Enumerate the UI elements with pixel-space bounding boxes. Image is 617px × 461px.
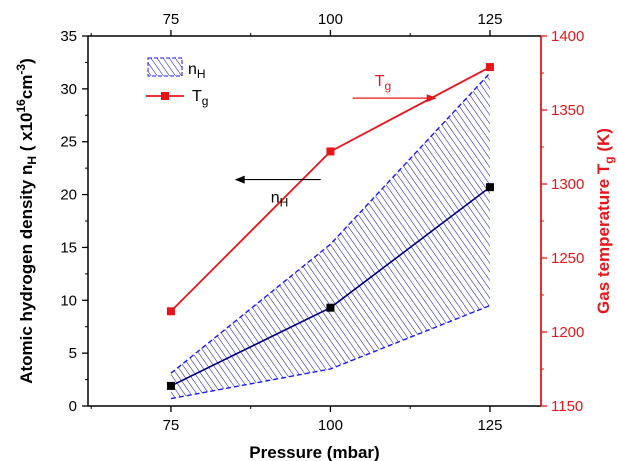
tg-point <box>166 307 175 316</box>
x-axis-title: Pressure (mbar) <box>249 443 379 461</box>
legend-nh-label: nH <box>188 61 206 81</box>
y-left-tick-label: 25 <box>60 134 77 151</box>
legend-tg-marker <box>161 92 169 100</box>
tg-point <box>485 63 494 72</box>
y-right-tick-label: 1250 <box>551 250 584 267</box>
x-top-tick-label: 75 <box>163 11 180 28</box>
y-left-tick-label: 5 <box>69 345 77 362</box>
y-right-tick-label: 1400 <box>551 28 584 45</box>
nh-upper-bound-line <box>170 72 491 374</box>
y-left-tick-label: 35 <box>60 28 77 45</box>
legend-nh-swatch <box>147 57 183 77</box>
y-left-tick-label: 30 <box>60 81 77 98</box>
axes: 7575100100125125051015202530351150120012… <box>14 11 616 461</box>
nh-annotation-label: nH <box>271 190 289 210</box>
y-right-axis-title: Gas temperature Tg (K) <box>594 128 616 314</box>
x-tick-label: 100 <box>318 417 343 434</box>
y-left-tick-label: 0 <box>69 398 77 415</box>
legend: nH Tg <box>146 57 208 108</box>
nh-lower-bound-line <box>170 304 491 400</box>
legend-tg-label: Tg <box>192 88 208 108</box>
x-tick-label: 125 <box>477 417 502 434</box>
y-left-tick-label: 15 <box>60 239 77 256</box>
nh-point <box>166 381 175 390</box>
y-left-axis-title: Atomic hydrogen density nH ( x1016cm-3) <box>14 58 39 384</box>
annotations: nH Tg <box>234 73 437 210</box>
tg-arrow-head <box>426 94 437 103</box>
nh-arrow-head <box>234 175 245 184</box>
y-right-tick-label: 1300 <box>551 176 584 193</box>
nh-point <box>326 303 335 312</box>
x-tick-label: 75 <box>163 417 180 434</box>
y-right-tick-label: 1200 <box>551 324 584 341</box>
y-left-tick-label: 10 <box>60 292 77 309</box>
plot-area <box>166 63 494 400</box>
y-right-tick-label: 1350 <box>551 102 584 119</box>
x-top-tick-label: 100 <box>318 11 343 28</box>
tg-point <box>326 147 335 156</box>
tg-annotation-label: Tg <box>375 73 391 93</box>
y-right-tick-label: 1150 <box>551 398 583 415</box>
y-left-tick-label: 20 <box>60 187 77 204</box>
nh-point <box>485 183 494 192</box>
nh-band <box>170 73 490 399</box>
x-top-tick-label: 125 <box>477 11 502 28</box>
